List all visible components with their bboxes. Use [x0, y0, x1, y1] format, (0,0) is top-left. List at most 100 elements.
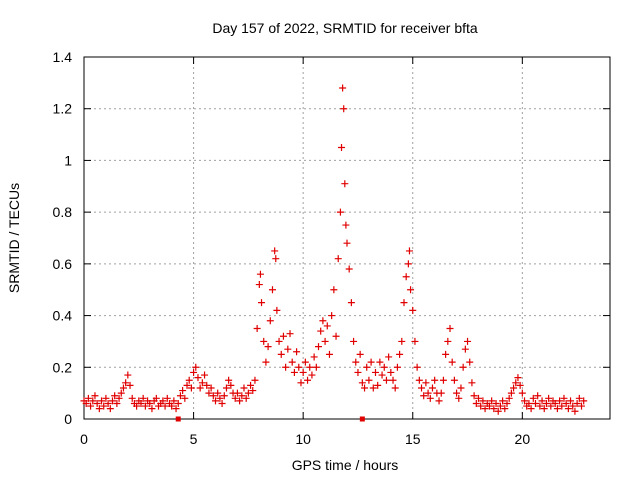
data-point	[400, 299, 408, 307]
x-tick-label: 0	[80, 431, 88, 447]
data-point	[207, 384, 215, 392]
data-point	[133, 402, 141, 410]
data-point	[472, 399, 480, 407]
data-point	[505, 394, 513, 402]
data-point	[106, 405, 114, 413]
data-point	[181, 394, 189, 402]
data-point	[365, 376, 373, 384]
data-point	[236, 397, 244, 405]
data-point	[82, 399, 90, 407]
y-axis-title: SRMTID / TECUs	[6, 183, 22, 293]
data-point	[569, 402, 577, 410]
data-point	[273, 306, 281, 314]
data-point	[212, 397, 219, 405]
data-point	[534, 392, 542, 400]
data-point	[367, 358, 375, 366]
data-point	[288, 358, 296, 366]
data-point	[203, 381, 211, 389]
data-point	[556, 397, 564, 405]
data-point	[284, 345, 292, 353]
data-point	[536, 402, 544, 410]
data-point	[448, 358, 456, 366]
data-point	[527, 405, 535, 413]
chart-title: Day 157 of 2022, SRMTID for receiver bft…	[212, 20, 478, 36]
data-point	[330, 286, 338, 294]
data-point	[198, 379, 206, 387]
data-point	[310, 353, 318, 361]
data-point	[264, 343, 272, 351]
data-point	[209, 392, 217, 400]
x-axis: 0 5 10 15 20	[80, 57, 530, 447]
data-point	[299, 368, 307, 376]
data-point	[350, 337, 358, 345]
data-point	[249, 387, 257, 395]
data-point	[205, 389, 213, 397]
data-point	[418, 384, 426, 392]
data-point	[233, 389, 241, 397]
y-tick-label: 0.6	[53, 256, 73, 272]
data-point	[345, 265, 353, 273]
data-point	[356, 350, 364, 358]
data-point	[340, 105, 348, 113]
data-point	[258, 299, 266, 307]
data-point	[415, 376, 423, 384]
data-point	[464, 337, 472, 345]
data-point	[183, 381, 191, 389]
data-point	[510, 384, 518, 392]
y-tick-label: 1.2	[53, 101, 73, 117]
data-point	[567, 397, 575, 405]
data-point	[405, 247, 413, 255]
data-point	[431, 376, 439, 384]
data-point	[369, 384, 377, 392]
data-point	[279, 332, 287, 340]
data-point	[185, 376, 193, 384]
data-point	[564, 405, 572, 413]
data-point	[231, 394, 239, 402]
data-point	[409, 306, 417, 314]
data-point	[187, 384, 195, 392]
y-tick-label: 0.8	[53, 204, 73, 220]
data-point	[222, 384, 230, 392]
data-point	[468, 379, 476, 387]
data-point	[253, 325, 261, 332]
data-point	[428, 384, 436, 392]
data-point	[435, 397, 443, 405]
data-point	[496, 402, 504, 410]
data-point	[293, 348, 301, 356]
data-point	[115, 394, 123, 402]
data-point	[262, 358, 270, 366]
data-point	[479, 397, 487, 405]
data-point	[111, 392, 119, 400]
data-point	[492, 399, 500, 407]
data-point	[304, 376, 312, 384]
data-point	[247, 381, 255, 389]
data-point	[301, 358, 309, 366]
data-point	[347, 299, 355, 307]
data-point	[137, 399, 145, 407]
data-point	[290, 368, 298, 376]
data-point	[190, 368, 198, 376]
data-point	[560, 394, 568, 402]
data-point	[450, 376, 458, 384]
gap-marker	[359, 416, 365, 422]
data-point	[404, 260, 412, 268]
data-point	[398, 337, 406, 345]
data-point	[172, 405, 180, 413]
data-point	[382, 376, 390, 384]
data-point	[244, 389, 252, 397]
data-point	[538, 397, 546, 405]
data-point	[461, 345, 469, 353]
x-tick-label: 5	[190, 431, 198, 447]
y-tick-label: 0	[64, 411, 72, 427]
data-point	[126, 381, 134, 389]
data-point	[393, 363, 401, 371]
data-point	[437, 389, 445, 397]
data-point	[117, 389, 125, 397]
data-point	[402, 273, 410, 281]
data-point	[385, 353, 393, 361]
data-point	[420, 392, 428, 400]
data-point	[168, 402, 176, 410]
data-point	[442, 350, 450, 358]
data-point	[338, 144, 346, 151]
data-point	[108, 397, 116, 405]
